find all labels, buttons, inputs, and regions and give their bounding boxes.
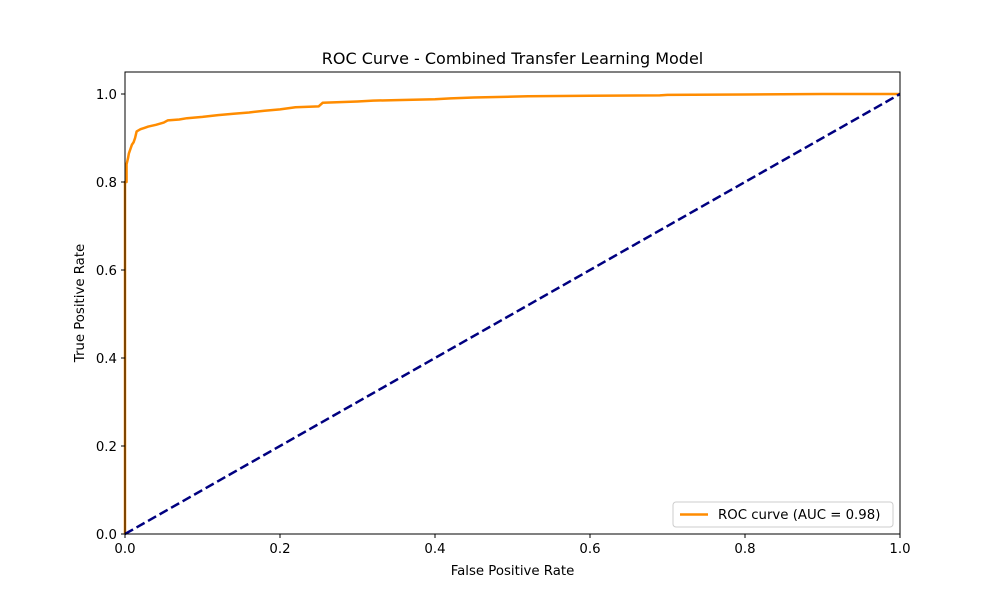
y-axis-label: True Positive Rate	[73, 244, 88, 363]
legend: ROC curve (AUC = 0.98)	[672, 501, 894, 528]
chance-diagonal-line	[124, 92, 901, 536]
x-tick-label: 0.0	[114, 542, 135, 557]
x-axis-label: False Positive Rate	[451, 564, 575, 579]
y-axis-ticks: 0.0 0.2 0.4 0.6 0.8 1.0	[96, 88, 125, 543]
y-tick-label: 0.8	[96, 176, 117, 191]
y-tick-label: 0.2	[96, 440, 117, 455]
x-tick-label: 0.4	[424, 542, 445, 557]
legend-box	[672, 501, 894, 528]
y-tick-label: 0.6	[96, 264, 117, 279]
x-tick-label: 0.6	[579, 542, 600, 557]
x-tick-label: 1.0	[889, 542, 910, 557]
plot-frame	[124, 71, 901, 535]
x-axis-ticks: 0.0 0.2 0.4 0.6 0.8 1.0	[114, 534, 911, 557]
y-tick-label: 1.0	[96, 88, 117, 103]
x-tick-label: 0.2	[269, 542, 290, 557]
y-tick-label: 0.4	[96, 352, 117, 367]
y-tick-label: 0.0	[96, 528, 117, 543]
series-layer	[123, 92, 901, 536]
chart-title: ROC Curve - Combined Transfer Learning M…	[322, 49, 704, 68]
roc-curve-line	[123, 92, 900, 534]
x-tick-label: 0.8	[734, 542, 755, 557]
legend-label-roc-curve: ROC curve (AUC = 0.98)	[718, 508, 880, 523]
